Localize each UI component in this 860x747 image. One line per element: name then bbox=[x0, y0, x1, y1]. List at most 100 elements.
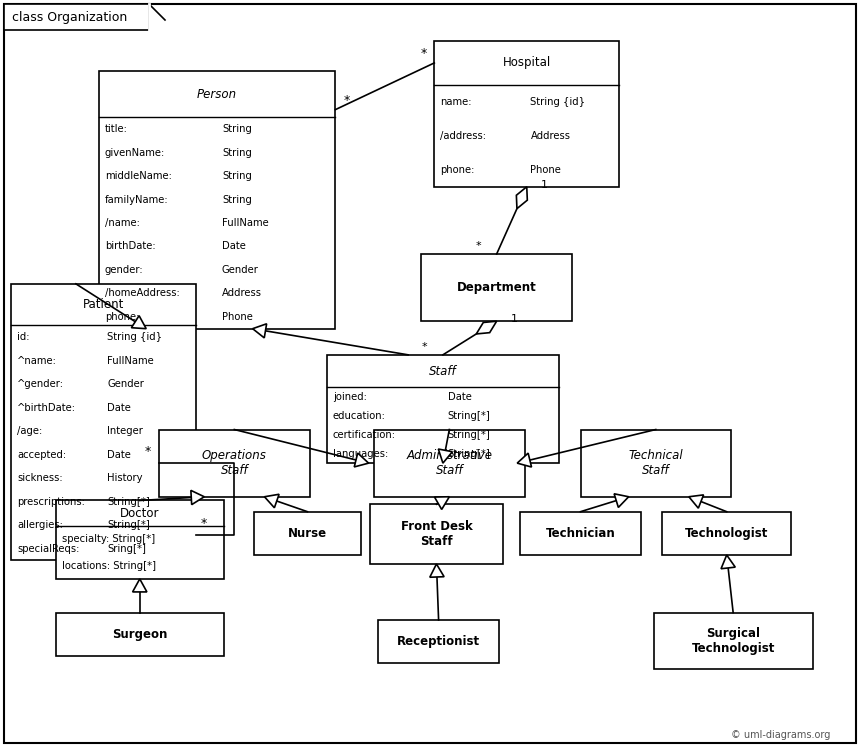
Bar bbox=[4, 4, 149, 30]
Text: Patient: Patient bbox=[83, 298, 125, 311]
Text: Doctor: Doctor bbox=[120, 506, 159, 520]
Bar bbox=[580, 430, 731, 497]
Text: String: String bbox=[222, 171, 252, 181]
Bar bbox=[99, 71, 335, 329]
Text: gender:: gender: bbox=[105, 265, 144, 275]
Text: certification:: certification: bbox=[333, 430, 396, 440]
Text: birthDate:: birthDate: bbox=[105, 241, 156, 252]
Text: allergies:: allergies: bbox=[17, 520, 63, 530]
Text: phone:: phone: bbox=[105, 312, 139, 322]
Text: Department: Department bbox=[457, 281, 537, 294]
Text: *: * bbox=[201, 517, 207, 530]
Bar bbox=[370, 504, 503, 564]
Text: String: String bbox=[222, 194, 252, 205]
Text: *: * bbox=[421, 47, 427, 60]
Text: String {id}: String {id} bbox=[531, 97, 586, 107]
Text: Nurse: Nurse bbox=[288, 527, 327, 540]
Text: Technician: Technician bbox=[545, 527, 616, 540]
Text: name:: name: bbox=[440, 97, 472, 107]
Text: Surgeon: Surgeon bbox=[112, 627, 168, 641]
Text: Phone: Phone bbox=[531, 165, 562, 175]
Text: String {id}: String {id} bbox=[108, 332, 163, 342]
Text: languages:: languages: bbox=[333, 449, 388, 459]
Text: /address:: /address: bbox=[440, 131, 486, 140]
Polygon shape bbox=[354, 453, 369, 467]
Text: sickness:: sickness: bbox=[17, 473, 63, 483]
Text: Surgical
Technologist: Surgical Technologist bbox=[691, 627, 775, 654]
Text: String: String bbox=[222, 124, 252, 134]
Text: Gender: Gender bbox=[222, 265, 259, 275]
Text: education:: education: bbox=[333, 411, 385, 421]
Polygon shape bbox=[439, 449, 452, 463]
Text: locations: String[*]: locations: String[*] bbox=[62, 560, 156, 571]
Text: String[*]: String[*] bbox=[447, 411, 490, 421]
Text: Date: Date bbox=[447, 391, 471, 402]
Bar bbox=[520, 512, 641, 555]
Text: ^gender:: ^gender: bbox=[17, 379, 64, 389]
Bar bbox=[662, 512, 791, 555]
Text: /name:: /name: bbox=[105, 218, 140, 228]
Text: givenName:: givenName: bbox=[105, 148, 165, 158]
Text: String[*]: String[*] bbox=[447, 430, 490, 440]
Text: © uml-diagrams.org: © uml-diagrams.org bbox=[731, 730, 830, 740]
Polygon shape bbox=[265, 495, 280, 508]
Text: FullName: FullName bbox=[222, 218, 268, 228]
Polygon shape bbox=[689, 495, 703, 508]
Bar bbox=[159, 430, 310, 497]
Text: Integer: Integer bbox=[108, 426, 144, 436]
Text: class Organization: class Organization bbox=[12, 10, 127, 23]
Bar bbox=[11, 284, 196, 560]
Text: Front Desk
Staff: Front Desk Staff bbox=[401, 520, 472, 548]
Text: Address: Address bbox=[531, 131, 570, 140]
Text: 1: 1 bbox=[511, 314, 518, 324]
Text: Date: Date bbox=[108, 450, 132, 459]
Polygon shape bbox=[253, 323, 267, 338]
Text: String[*]: String[*] bbox=[108, 497, 150, 506]
Text: middleName:: middleName: bbox=[105, 171, 172, 181]
Bar bbox=[434, 41, 619, 187]
Bar bbox=[56, 613, 224, 656]
Text: /homeAddress:: /homeAddress: bbox=[105, 288, 180, 299]
Text: specialty: String[*]: specialty: String[*] bbox=[62, 534, 155, 544]
Polygon shape bbox=[517, 453, 531, 467]
Text: String[*]: String[*] bbox=[447, 449, 490, 459]
Text: Person: Person bbox=[197, 87, 237, 101]
Polygon shape bbox=[191, 490, 205, 505]
Text: History: History bbox=[108, 473, 143, 483]
Text: Administrative
Staff: Administrative Staff bbox=[407, 449, 492, 477]
Bar bbox=[378, 620, 499, 663]
Polygon shape bbox=[516, 187, 527, 208]
Text: Staff: Staff bbox=[429, 365, 457, 377]
Polygon shape bbox=[476, 321, 497, 334]
Text: Address: Address bbox=[222, 288, 262, 299]
Text: familyName:: familyName: bbox=[105, 194, 169, 205]
Bar bbox=[56, 500, 224, 579]
Text: title:: title: bbox=[105, 124, 128, 134]
Text: String: String bbox=[222, 148, 252, 158]
Text: *: * bbox=[422, 342, 427, 352]
Text: *: * bbox=[476, 241, 482, 251]
Polygon shape bbox=[132, 316, 146, 329]
Text: Technical
Staff: Technical Staff bbox=[629, 449, 683, 477]
Bar bbox=[421, 254, 572, 321]
Polygon shape bbox=[721, 555, 735, 568]
Bar bbox=[374, 430, 525, 497]
Polygon shape bbox=[614, 494, 629, 507]
Text: /age:: /age: bbox=[17, 426, 42, 436]
Text: prescriptions:: prescriptions: bbox=[17, 497, 85, 506]
Text: Technologist: Technologist bbox=[685, 527, 768, 540]
Text: ^name:: ^name: bbox=[17, 356, 57, 365]
Text: *: * bbox=[343, 93, 350, 107]
Text: String[*]: String[*] bbox=[108, 520, 150, 530]
Bar bbox=[654, 613, 813, 669]
Text: Receptionist: Receptionist bbox=[397, 635, 480, 648]
Polygon shape bbox=[132, 579, 147, 592]
Text: specialReqs:: specialReqs: bbox=[17, 544, 80, 554]
Text: ^birthDate:: ^birthDate: bbox=[17, 403, 77, 412]
Text: Hospital: Hospital bbox=[502, 57, 551, 69]
Text: Phone: Phone bbox=[222, 312, 253, 322]
Polygon shape bbox=[434, 497, 449, 509]
Text: phone:: phone: bbox=[440, 165, 475, 175]
Text: Date: Date bbox=[222, 241, 246, 252]
Bar bbox=[327, 355, 559, 463]
